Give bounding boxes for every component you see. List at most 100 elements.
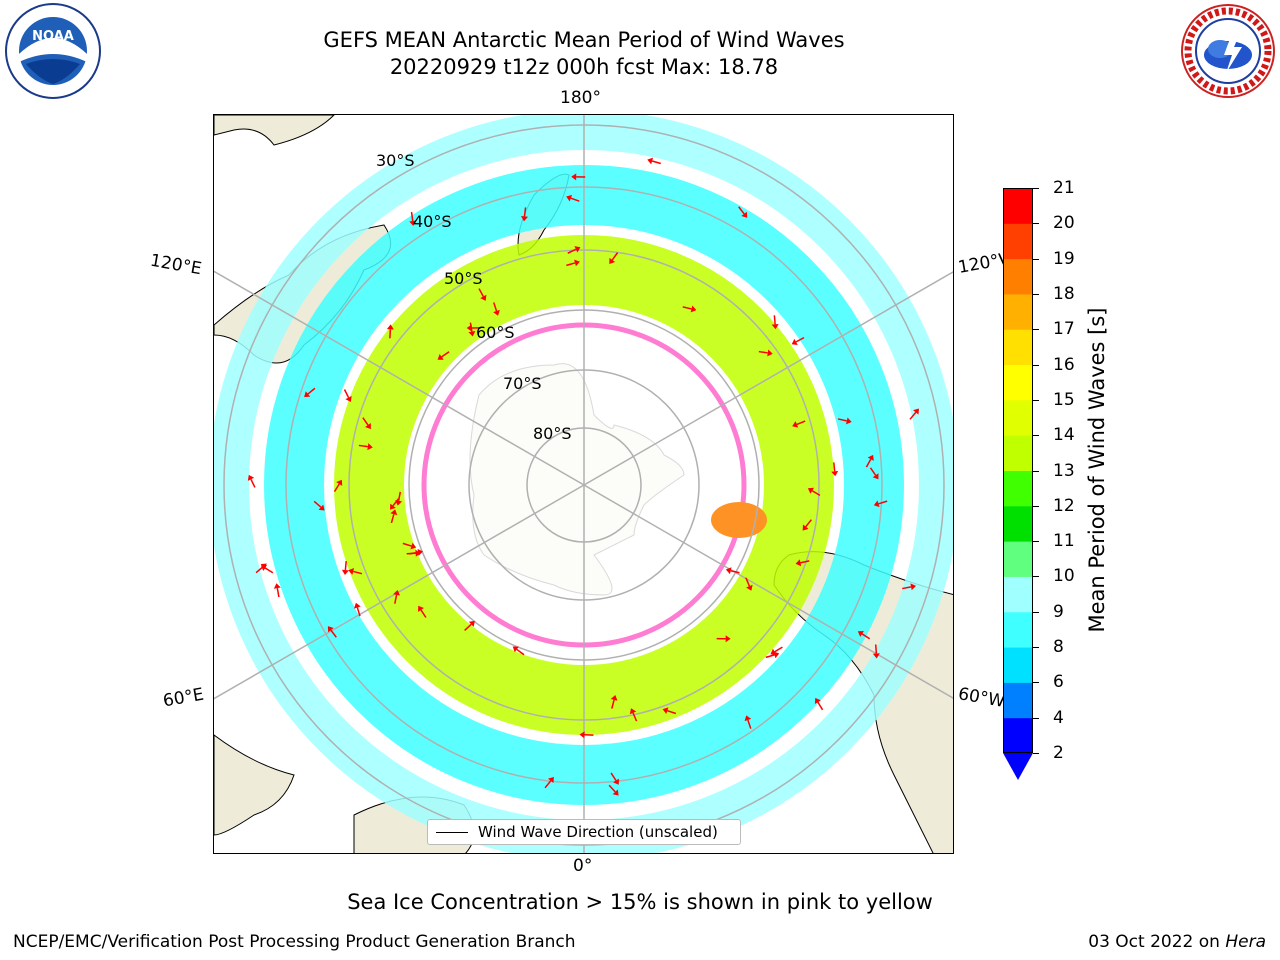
colorbar-tick-label: 12 [1053,495,1075,516]
wind-wave-arrow [610,772,617,781]
colorbar-tick-mark [1033,541,1039,543]
wind-wave-arrowhead [260,563,267,570]
graticule [214,115,953,853]
wind-wave-arrowhead [791,338,798,345]
colorbar-band [1003,188,1033,224]
colorbar-band [1003,717,1033,753]
wind-wave-arrow [878,500,888,505]
wind-wave-arrow [611,252,619,261]
wind-wave-arrow [795,336,805,343]
lon-label-180: 180° [560,88,601,108]
wind-wave-arrow [682,306,692,310]
wind-wave-arrowhead [613,778,619,785]
wind-wave-arrowhead [574,259,580,267]
wind-wave-arrow [874,644,878,654]
wind-wave-arrow [608,784,616,793]
nws-logo [1181,4,1275,98]
footer-machine: Hera [1225,932,1266,952]
wind-wave-arrow [773,315,776,325]
colorbar-tick-mark [1033,223,1039,225]
wind-wave-arrow [441,351,450,358]
wind-wave-arrow [493,302,498,312]
wind-wave-arrowhead [247,474,255,481]
colorbar-tick-label: 21 [1053,178,1075,198]
colorbar-band [1003,364,1033,401]
wind-wave-arrowhead [873,500,880,508]
wind-wave-arrow [611,699,615,709]
wind-wave-arrow [902,586,912,590]
svg-text:NOAA: NOAA [32,29,74,44]
wind-wave-arrowhead [579,731,585,739]
wind-wave-arrow [307,387,316,395]
meridian-line [583,484,953,699]
lon-label-60e: 60°E [161,684,206,712]
wind-wave-arrow [333,483,340,493]
wind-wave-arrowhead [336,479,343,486]
wind-wave-arrowhead [566,194,573,202]
wind-wave-arrow [730,569,740,574]
wind-wave-arrow [356,607,361,617]
wind-wave-arrow [402,542,412,547]
colorbar-tick-mark [1033,258,1039,260]
wind-wave-arrowhead [744,715,752,722]
wind-wave-arrow [832,462,836,472]
colorbar-tick-label: 17 [1053,319,1075,340]
colorbar-band [1003,576,1033,613]
footer-branch: NCEP/EMC/Verification Post Processing Pr… [13,932,576,952]
meridian-line [583,271,953,486]
wind-wave-arrow [909,411,917,420]
wind-wave-arrow [765,654,775,659]
wind-wave-arrowhead [609,257,616,264]
wind-wave-arrowhead [831,470,839,477]
wind-wave-arrow [250,478,256,488]
wind-wave-arrowhead [612,789,619,796]
wind-wave-arrow [464,623,472,631]
colorbar-band [1003,611,1033,648]
colorbar-tick-label: 20 [1053,213,1075,234]
chart-title: GEFS MEAN Antarctic Mean Period of Wind … [323,28,845,52]
wind-wave-arrow [255,566,264,574]
wind-wave-arrow [344,561,347,571]
wind-wave-arrow [758,350,768,354]
colorbar-tick-mark [1033,188,1039,189]
wind-wave-arrowhead [437,353,444,360]
sea-ice-note: Sea Ice Concentration > 15% is shown in … [347,890,933,914]
wind-wave-arrowhead [771,323,779,330]
wind-wave-arrowhead [341,569,349,576]
lat-label-50s: 50°S [444,269,483,288]
wind-wave-arrow [409,551,419,555]
wind-wave-arrowhead [417,548,424,556]
wind-wave-arrowhead [480,294,487,301]
wind-wave-arrow [394,594,398,604]
colorbar-tick-mark [1033,576,1039,578]
colorbar-tick-mark [1033,505,1039,507]
wind-wave-arrow [796,420,806,426]
chart-subtitle: 20220929 t12z 000h fcst Max: 18.78 [389,55,779,79]
wind-wave-arrowhead [872,473,879,480]
wind-wave-arrowhead [770,648,777,655]
colorbar-band [1003,329,1033,366]
wind-wave-arrowhead [814,697,821,705]
wind-wave-arrowhead [273,583,281,589]
colorbar-band [1003,435,1033,471]
wind-wave-arrowhead [418,605,424,612]
wind-wave-arrowhead [348,568,355,575]
wind-wave-arrowhead [386,324,394,330]
wind-wave-arrow [478,288,484,297]
wind-wave-arrow [516,648,525,656]
wind-wave-arrowhead [629,708,637,715]
wind-wave-arrow [865,458,872,468]
wind-wave-arrowhead [741,211,748,218]
colorbar-tick-mark [1033,435,1039,437]
wind-wave-arrowhead [846,417,852,425]
colorbar-tick-label: 11 [1053,531,1075,552]
wind-wave-arrowhead [393,589,400,596]
colorbar-outline [1003,188,1033,753]
wind-wave-arrowhead [807,487,815,494]
max-period-patch [711,502,767,538]
wind-wave-arrow [738,206,745,215]
colorbar-band [1003,293,1033,330]
colorbar-tick-label: 9 [1053,601,1064,622]
wind-wave-arrow [389,329,392,339]
wind-wave-arrows [247,157,919,796]
